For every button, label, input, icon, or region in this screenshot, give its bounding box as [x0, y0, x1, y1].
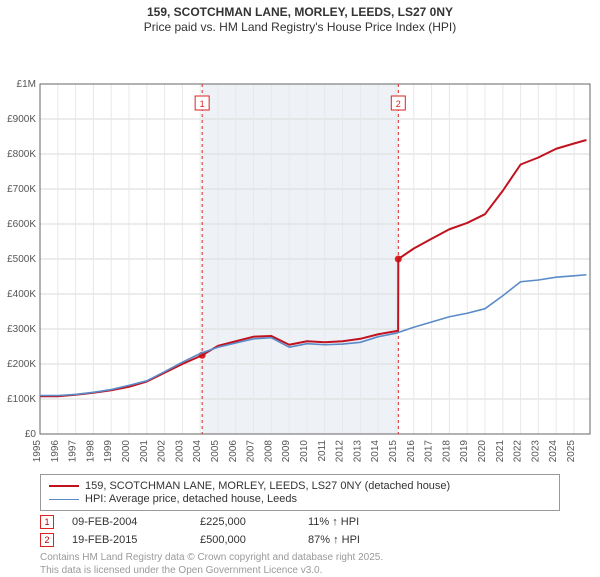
sale-number-box: 2: [40, 533, 54, 547]
svg-text:2003: 2003: [174, 440, 185, 463]
svg-text:2016: 2016: [406, 440, 417, 463]
svg-text:2025: 2025: [566, 440, 577, 463]
svg-text:1998: 1998: [85, 440, 96, 463]
svg-text:2004: 2004: [192, 440, 203, 463]
sale-row: 1 09-FEB-2004 £225,000 11% ↑ HPI: [40, 515, 560, 529]
sale-date: 09-FEB-2004: [72, 516, 182, 528]
svg-text:2011: 2011: [317, 440, 328, 462]
svg-text:£400K: £400K: [7, 289, 36, 300]
svg-text:2002: 2002: [157, 440, 168, 463]
svg-text:1: 1: [200, 99, 205, 109]
svg-text:1997: 1997: [68, 440, 79, 463]
svg-text:£200K: £200K: [7, 359, 36, 370]
legend: 159, SCOTCHMAN LANE, MORLEY, LEEDS, LS27…: [40, 474, 560, 511]
svg-text:£800K: £800K: [7, 149, 36, 160]
legend-label: HPI: Average price, detached house, Leed…: [85, 493, 297, 505]
legend-item: 159, SCOTCHMAN LANE, MORLEY, LEEDS, LS27…: [49, 480, 551, 492]
svg-text:£900K: £900K: [7, 114, 36, 125]
svg-text:2: 2: [396, 99, 401, 109]
svg-text:2009: 2009: [281, 440, 292, 463]
sale-row: 2 19-FEB-2015 £500,000 87% ↑ HPI: [40, 533, 560, 547]
svg-text:1999: 1999: [103, 440, 114, 463]
svg-text:2020: 2020: [477, 440, 488, 463]
svg-text:£500K: £500K: [7, 254, 36, 265]
legend-swatch: [49, 485, 79, 487]
legend-label: 159, SCOTCHMAN LANE, MORLEY, LEEDS, LS27…: [85, 480, 450, 492]
legend-swatch: [49, 499, 79, 500]
svg-text:£1M: £1M: [17, 79, 36, 90]
svg-text:2006: 2006: [228, 440, 239, 463]
svg-text:1995: 1995: [32, 440, 43, 463]
svg-text:£700K: £700K: [7, 184, 36, 195]
legend-item: HPI: Average price, detached house, Leed…: [49, 493, 551, 505]
svg-text:2005: 2005: [210, 440, 221, 463]
svg-text:2022: 2022: [513, 440, 524, 463]
footer-line-1: Contains HM Land Registry data © Crown c…: [40, 551, 560, 564]
svg-text:2010: 2010: [299, 440, 310, 463]
attribution: Contains HM Land Registry data © Crown c…: [40, 551, 560, 577]
svg-text:£600K: £600K: [7, 219, 36, 230]
svg-text:2001: 2001: [139, 440, 150, 463]
chart-container: 159, SCOTCHMAN LANE, MORLEY, LEEDS, LS27…: [0, 0, 600, 560]
svg-text:2021: 2021: [495, 440, 506, 463]
svg-text:2019: 2019: [459, 440, 470, 463]
sale-price: £500,000: [200, 534, 290, 546]
footer-line-2: This data is licensed under the Open Gov…: [40, 564, 560, 577]
svg-text:2012: 2012: [335, 440, 346, 463]
sale-price: £225,000: [200, 516, 290, 528]
svg-text:2024: 2024: [548, 440, 559, 463]
sale-pct: 87% ↑ HPI: [308, 534, 360, 546]
sale-number-box: 1: [40, 515, 54, 529]
svg-text:2014: 2014: [370, 440, 381, 463]
svg-text:2013: 2013: [352, 440, 363, 463]
chart-title: 159, SCOTCHMAN LANE, MORLEY, LEEDS, LS27…: [0, 0, 600, 20]
svg-text:2017: 2017: [424, 440, 435, 463]
svg-text:2008: 2008: [263, 440, 274, 463]
svg-text:2015: 2015: [388, 440, 399, 463]
svg-text:£0: £0: [25, 429, 37, 440]
svg-text:£100K: £100K: [7, 394, 36, 405]
svg-text:2023: 2023: [530, 440, 541, 463]
line-chart: £0 £100K £200K £300K £400K £500K £600K £700K £80…: [0, 38, 600, 468]
svg-text:£300K: £300K: [7, 324, 36, 335]
sales-table: 1 09-FEB-2004 £225,000 11% ↑ HPI 2 19-FEB-201…: [40, 515, 560, 547]
svg-text:2000: 2000: [121, 440, 132, 463]
svg-text:1996: 1996: [50, 440, 61, 463]
sale-date: 19-FEB-2015: [72, 534, 182, 546]
svg-text:2018: 2018: [441, 440, 452, 463]
svg-text:2007: 2007: [246, 440, 257, 463]
sale-pct: 11% ↑ HPI: [308, 516, 359, 528]
chart-subtitle: Price paid vs. HM Land Registry's House …: [0, 20, 600, 38]
